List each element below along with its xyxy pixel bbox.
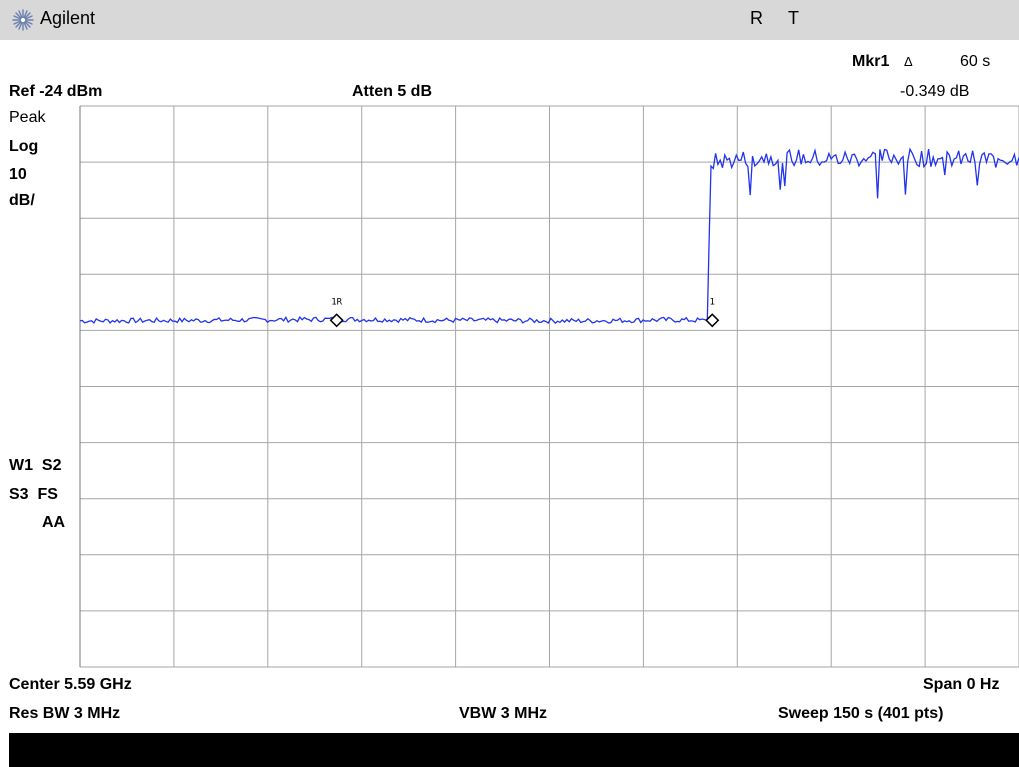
scale-unit: dB/ [9,192,35,209]
scale-value: 10 [9,166,27,183]
ref-level: Ref -24 dBm [9,83,103,100]
delta-icon: Δ [904,54,913,69]
marker-diamond-icon [705,313,720,328]
span: Span 0 Hz [923,676,1000,693]
trace-line [79,147,1019,325]
marker-label-text: 1R [331,297,342,307]
attenuation: Atten 5 dB [352,83,432,100]
detector-mode: Peak [9,109,46,126]
message-bar [9,733,1019,767]
trace-status-line-1: W1 S2 [9,457,62,474]
sweep-time: Sweep 150 s (401 pts) [778,705,944,722]
video-bandwidth: VBW 3 MHz [459,705,547,722]
trace-status-line-2: S3 FS [9,486,58,503]
resolution-bandwidth: Res BW 3 MHz [9,705,121,722]
scale-type: Log [9,138,39,155]
graticule-grid [79,105,1019,668]
agilent-spark-logo-icon [12,9,34,31]
marker-y-value: -0.349 dB [900,83,970,100]
marker-x-value: 60 s [960,53,991,70]
trace-status-line-3: AA [42,514,66,531]
marker-label-text: 1 [710,297,715,307]
marker-label: Mkr1 [852,53,890,70]
trace-markers: 1R 1 [329,297,720,328]
trigger-flag: T [788,8,799,28]
marker-diamond-icon [329,313,344,328]
brand-name: Agilent [40,8,96,28]
remote-flag: R [750,8,763,28]
title-bar: Agilent R T [0,0,1019,40]
center-frequency: Center 5.59 GHz [9,676,132,693]
